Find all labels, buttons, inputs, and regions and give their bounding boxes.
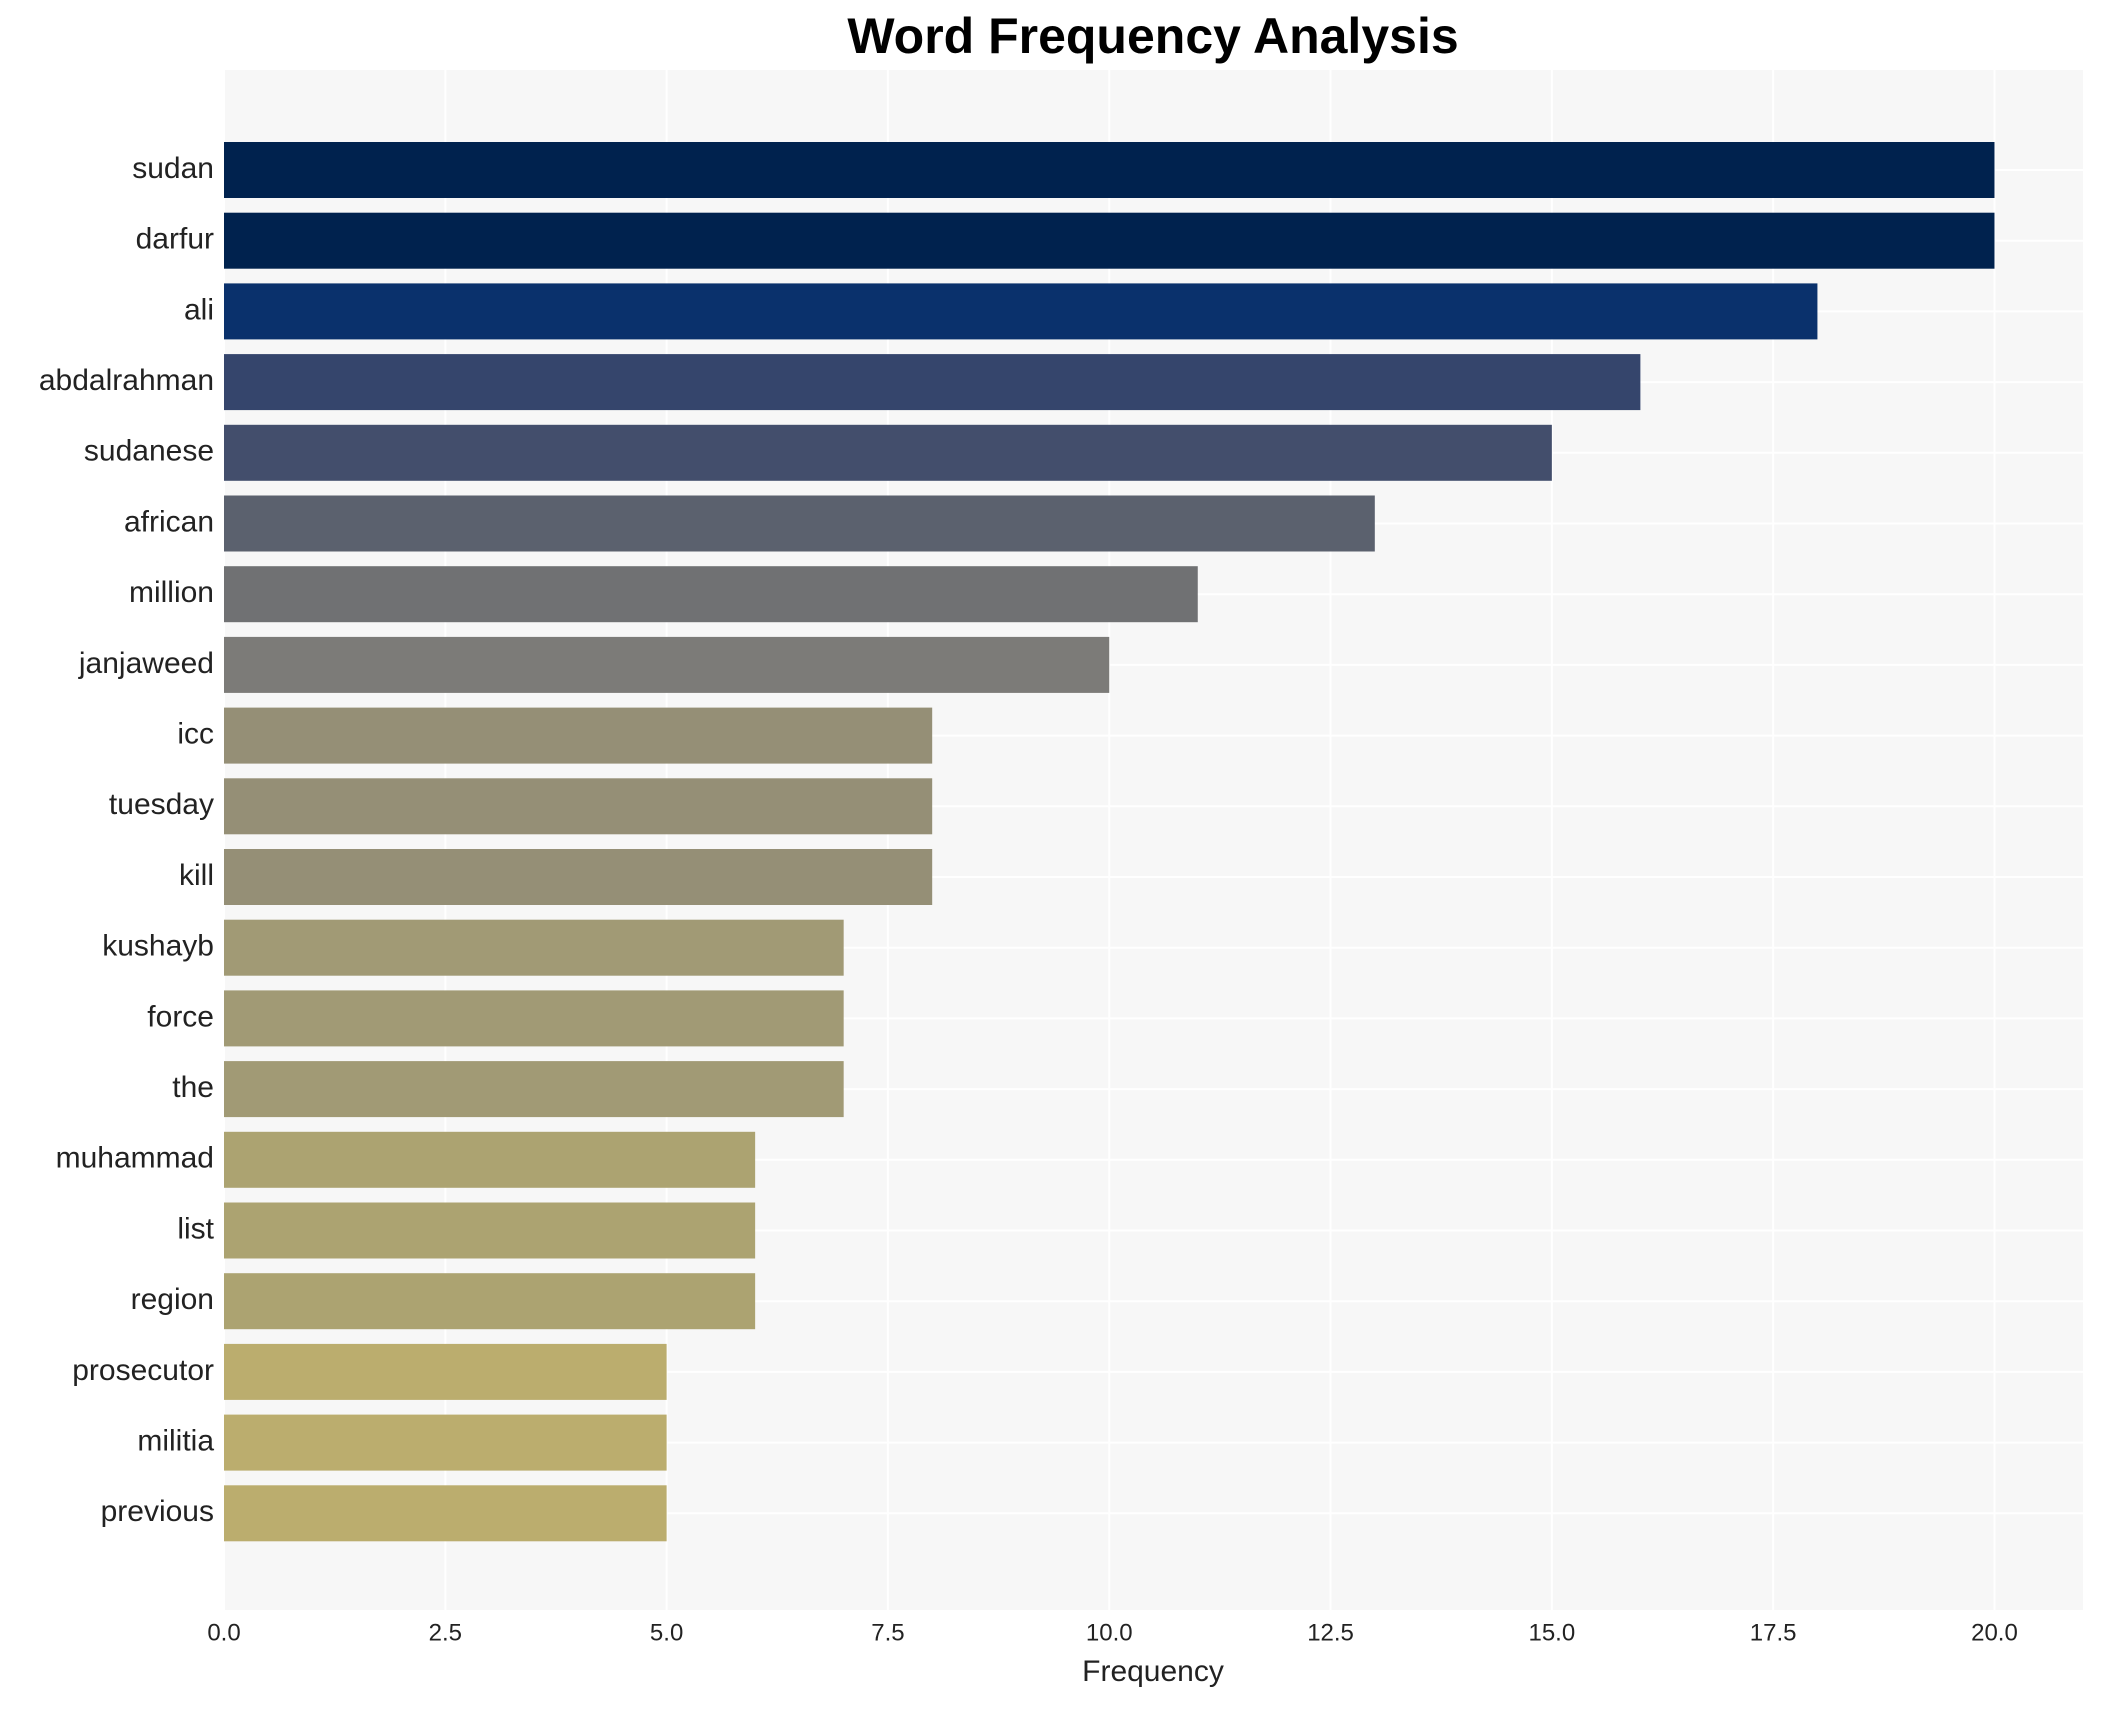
y-tick-label: force: [147, 1000, 214, 1033]
bar: [224, 354, 1641, 411]
y-tick-label: tuesday: [109, 788, 214, 821]
y-tick-label: muhammad: [56, 1142, 214, 1175]
y-tick-label: prosecutor: [72, 1354, 214, 1387]
bar: [224, 212, 1995, 269]
bar: [224, 636, 1110, 693]
bar: [224, 424, 1552, 481]
y-tick-label: darfur: [136, 223, 214, 256]
bar: [224, 919, 844, 976]
x-tick-label: 10.0: [1086, 1619, 1133, 1646]
x-axis-label: Frequency: [1082, 1655, 1224, 1688]
bar: [224, 142, 1995, 198]
x-tick-label: 7.5: [871, 1619, 904, 1646]
y-tick-label: african: [124, 505, 214, 538]
bar: [224, 1061, 844, 1118]
y-tick-label: janjaweed: [78, 647, 214, 680]
y-tick-label: region: [131, 1283, 214, 1316]
y-tick-label: list: [177, 1212, 214, 1245]
x-tick-label: 20.0: [1971, 1619, 2018, 1646]
y-tick-label: icc: [177, 718, 214, 751]
x-tick-label: 15.0: [1528, 1619, 1575, 1646]
bar: [224, 990, 844, 1047]
y-tick-label: kill: [179, 859, 214, 892]
x-tick-label: 17.5: [1750, 1619, 1797, 1646]
bar: [224, 1414, 667, 1471]
bar: [224, 1202, 756, 1259]
y-tick-label: abdalrahman: [39, 364, 214, 397]
bar: [224, 1131, 756, 1188]
bar: [224, 778, 933, 835]
x-tick-label: 5.0: [650, 1619, 683, 1646]
bar: [224, 283, 1818, 340]
y-tick-label: previous: [101, 1495, 214, 1528]
y-tick-label: ali: [184, 293, 214, 326]
y-tick-label: sudanese: [84, 435, 214, 468]
y-tick-label: militia: [137, 1425, 214, 1458]
bar: [224, 566, 1198, 623]
chart-title: Word Frequency Analysis: [847, 8, 1458, 64]
y-tick-label: the: [172, 1071, 214, 1104]
y-tick-label: kushayb: [102, 930, 214, 963]
bar: [224, 495, 1375, 552]
bar: [224, 1343, 667, 1400]
x-tick-label: 0.0: [207, 1619, 240, 1646]
x-tick-label: 2.5: [429, 1619, 462, 1646]
y-tick-label: million: [129, 576, 214, 609]
y-tick-label: sudan: [132, 152, 214, 185]
bar: [224, 1485, 667, 1542]
bar: [224, 707, 933, 764]
x-tick-label: 12.5: [1307, 1619, 1354, 1646]
bar: [224, 1273, 756, 1330]
bar: [224, 849, 933, 905]
